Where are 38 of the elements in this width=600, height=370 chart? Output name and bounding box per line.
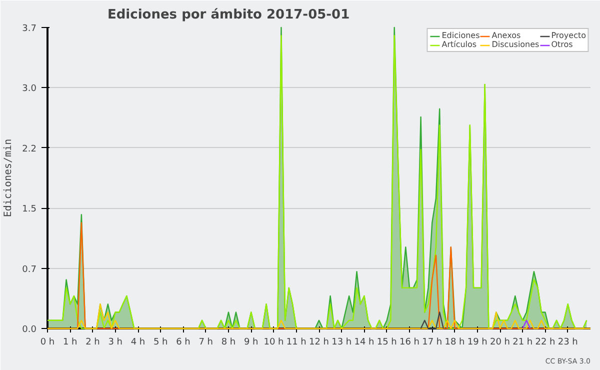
x-tick-label: 5 h — [153, 338, 168, 348]
legend-label: Anexos — [492, 31, 521, 40]
x-tick-label: 14 h — [354, 338, 374, 348]
x-tick-label: 13 h — [332, 338, 352, 348]
x-tick-label: 20 h — [490, 338, 510, 348]
y-tick-label: 0.0 — [22, 325, 37, 335]
x-tick-label: 6 h — [176, 338, 190, 348]
x-tick-label: 21 h — [512, 338, 533, 348]
x-tick-label: 12 h — [308, 338, 330, 348]
x-tick-label: 9 h — [244, 338, 258, 348]
x-tick-label: 7 h — [198, 338, 214, 348]
legend-label: Discusiones — [492, 40, 540, 49]
x-tick-label: 15 h — [376, 338, 397, 348]
x-tick-label: 2 h — [86, 338, 100, 348]
x-tick-label: 3 h — [108, 338, 123, 348]
x-tick-label: 0 h — [40, 338, 55, 348]
x-tick-label: 1 h — [62, 338, 78, 348]
y-axis-title: Ediciones/min — [3, 138, 14, 218]
x-tick-label: 18 h — [444, 338, 465, 348]
y-tick-label: 1.5 — [22, 204, 37, 215]
legend-label: Otros — [551, 40, 573, 49]
legend-label: Proyecto — [551, 31, 586, 40]
y-tick-label: 2.2 — [22, 144, 37, 154]
x-tick-label: 22 h — [535, 338, 556, 348]
x-tick-label: 16 h — [399, 338, 420, 348]
x-tick-label: 8 h — [221, 338, 236, 348]
x-tick-label: 17 h — [422, 338, 442, 348]
y-tick-label: 0.7 — [22, 264, 37, 275]
legend-label: Artículos — [442, 40, 477, 49]
x-tick-label: 10 h — [264, 338, 284, 348]
x-tick-label: 19 h — [467, 338, 488, 348]
chart-title: Ediciones por ámbito 2017-05-01 — [108, 8, 350, 22]
legend-label: Ediciones — [442, 31, 480, 40]
y-tick-label: 3.7 — [22, 24, 37, 34]
x-tick-label: 23 h — [558, 338, 578, 348]
y-tick-label: 3.0 — [22, 84, 37, 94]
x-tick-label: 4 h — [130, 338, 146, 348]
x-tick-label: 11 h — [286, 338, 306, 348]
